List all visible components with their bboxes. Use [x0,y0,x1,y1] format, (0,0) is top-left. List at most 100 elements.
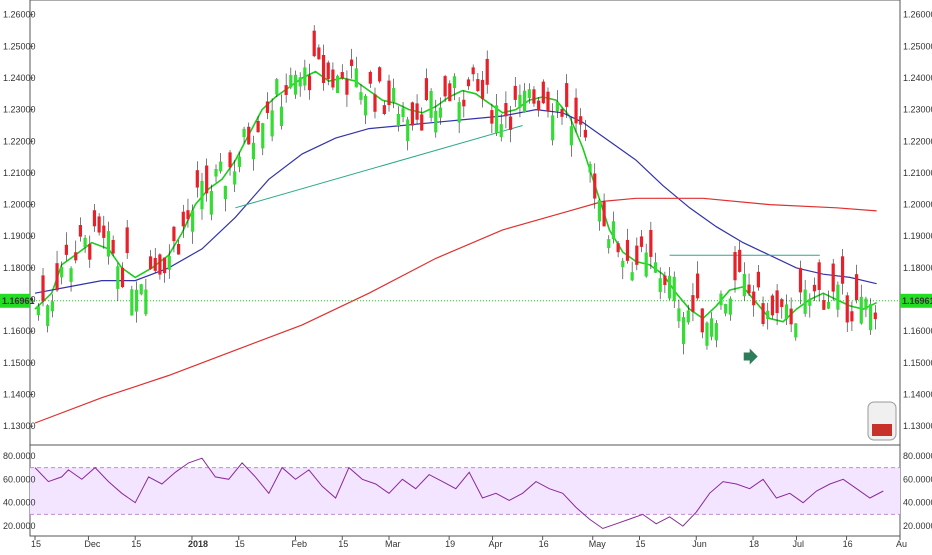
candle-down [696,273,700,299]
candle-up [106,231,111,257]
candle-down [480,79,485,99]
candle-up [335,75,340,94]
candle-down [181,211,185,227]
y-tick-label-right: 1.16000 [903,326,932,336]
x-tick-label: Jul [792,539,804,549]
candle-down [186,210,190,220]
candle-up [686,310,690,323]
candle-up [279,106,284,126]
y-tick-label-left: 1.24000 [3,73,36,83]
candle-down [840,256,845,284]
candle-down [770,295,775,316]
candle-up [364,95,368,116]
candle-up [200,180,204,210]
x-tick-label: 15 [338,539,348,549]
candle-down [817,262,821,290]
candle-up [438,107,443,118]
y-tick-label-right: 1.25000 [903,41,932,51]
candle-up [611,221,616,240]
candle-up [555,101,559,112]
x-tick-label: Dec [84,539,101,549]
candle-up [214,169,218,177]
candle-up [667,275,672,299]
candle-up [644,252,648,277]
candle-down [466,79,471,87]
y-tick-label-left: 1.20000 [3,200,36,210]
candle-down [378,67,382,82]
candle-down [326,62,330,80]
candle-up [298,77,302,87]
y-tick-label-right: 1.19000 [903,231,932,241]
y-tick-label-right: 1.13000 [903,421,932,431]
candle-up [144,289,148,315]
candle-up [242,128,246,138]
x-tick-label: Jun [692,539,707,549]
candle-down [850,311,854,322]
rsi-band [30,467,900,515]
candle-down [350,59,354,66]
candle-up [401,108,405,117]
candle-up [303,67,307,86]
y-tick-label-left: 1.21000 [3,168,36,178]
candles [36,25,877,355]
candle-up [658,278,662,293]
candle-up [209,190,213,215]
candle-up [742,273,746,297]
candle-down [812,284,817,292]
y-tick-label-right: 1.26000 [903,10,932,20]
candle-down [508,116,513,130]
candle-up [621,260,625,268]
candle-up [429,90,433,118]
candle-down [148,256,153,269]
red-ma [34,197,877,424]
candle-down [565,83,569,107]
candle-down [649,229,653,257]
candle-up [36,306,40,316]
candle-down [55,263,59,291]
flag-stripe-icon [872,424,892,436]
candle-down [752,291,756,306]
x-tick-label: Apr [489,539,503,549]
price-label-right: 1.16961 [902,296,932,306]
candle-up [289,75,293,88]
candle-down [873,312,877,320]
price-label-left: 1.16961 [2,296,35,306]
y-tick-label-right: 1.22000 [903,136,932,146]
candle-down [756,271,760,288]
candle-down [247,126,251,145]
candle-down [639,236,644,247]
candle-down [738,249,742,272]
y-tick-label-left: 1.13000 [3,421,36,431]
y-tick-label-left: 1.25000 [3,41,36,51]
candle-up [784,304,789,320]
candle-up [677,308,681,322]
moving-averages [30,70,900,424]
candle-down [583,129,587,138]
candle-down [747,284,751,294]
candle-down [579,116,583,125]
trendline [235,125,523,209]
candle-down [387,80,391,106]
candle-up [50,301,54,312]
candle-down [541,81,545,104]
x-tick-label: 15 [235,539,245,549]
candle-down [691,295,695,312]
candle-down [560,109,564,117]
candle-down [854,274,859,301]
candle-down [317,47,321,60]
y-tick-label-right: 1.14000 [903,390,932,400]
x-tick-label: 19 [445,539,455,549]
candle-up [293,74,298,95]
candle-up [724,304,728,314]
y-tick-label-right: 1.21000 [903,168,932,178]
axes: 1.13000 1.13000 1.14000 1.14000 1.15000 1.150… [0,10,932,549]
candle-up [270,110,274,137]
candle-up [859,296,863,324]
candle-up [597,200,602,222]
candle-down [111,239,115,254]
candle-down [195,170,199,188]
candle-down [102,225,106,238]
rsi-tick-right: 60.0000 [903,474,932,484]
